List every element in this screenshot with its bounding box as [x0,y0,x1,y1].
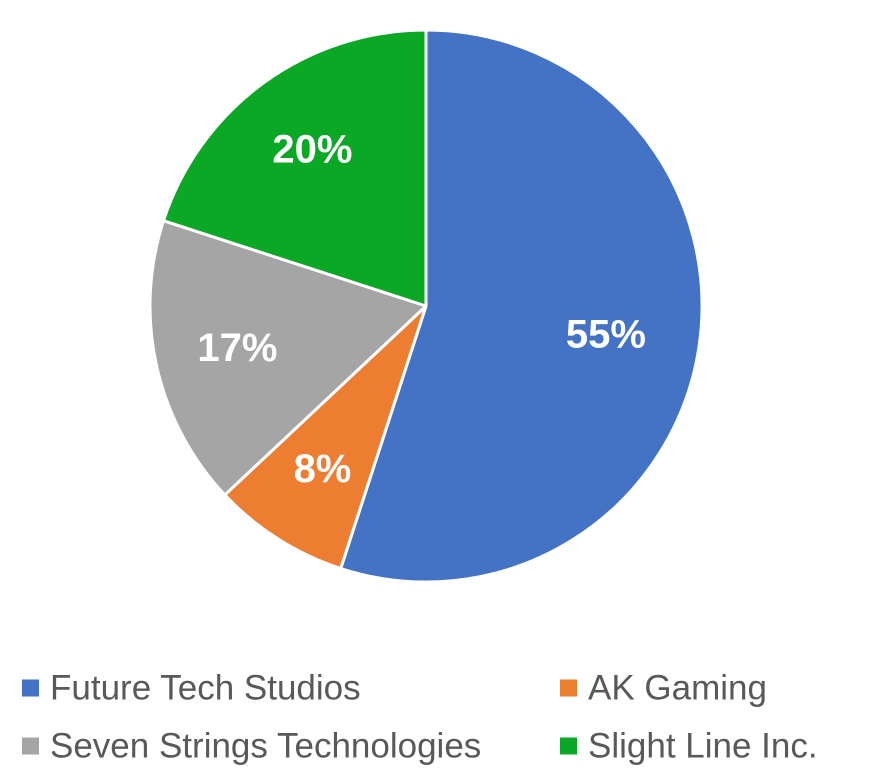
legend: Future Tech Studios AK Gaming Seven String… [22,669,818,766]
legend-swatch-future-tech-studios [22,679,39,697]
legend-label-slight-line-inc: Slight Line Inc. [588,727,818,766]
pie-slice-future-tech-studios [339,28,704,584]
legend-entry-future-tech-studios: Future Tech Studios [22,669,361,708]
pie-slice-seven-strings-technologies [148,219,428,497]
data-label-slight-line-inc: 20% [272,128,352,172]
legend-entry-ak-gaming: AK Gaming [560,669,767,708]
pie-data-labels: 55% 8% 17% 20% [197,128,646,491]
pie-slice-ak-gaming [223,304,428,570]
pie-slices [148,28,704,584]
legend-swatch-ak-gaming [560,679,577,697]
data-label-seven-strings-technologies: 17% [197,326,277,370]
pie-slice-slight-line-inc [162,28,428,308]
legend-swatch-seven-strings-technologies [22,737,39,755]
data-label-future-tech-studios: 55% [566,312,646,356]
legend-swatch-slight-line-inc [560,737,577,755]
legend-entry-seven-strings-technologies: Seven Strings Technologies [22,727,481,766]
legend-label-seven-strings-technologies: Seven Strings Technologies [50,727,481,766]
data-label-ak-gaming: 8% [294,447,352,491]
legend-label-ak-gaming: AK Gaming [588,669,767,708]
legend-label-future-tech-studios: Future Tech Studios [50,669,361,708]
legend-entry-slight-line-inc: Slight Line Inc. [560,727,818,766]
